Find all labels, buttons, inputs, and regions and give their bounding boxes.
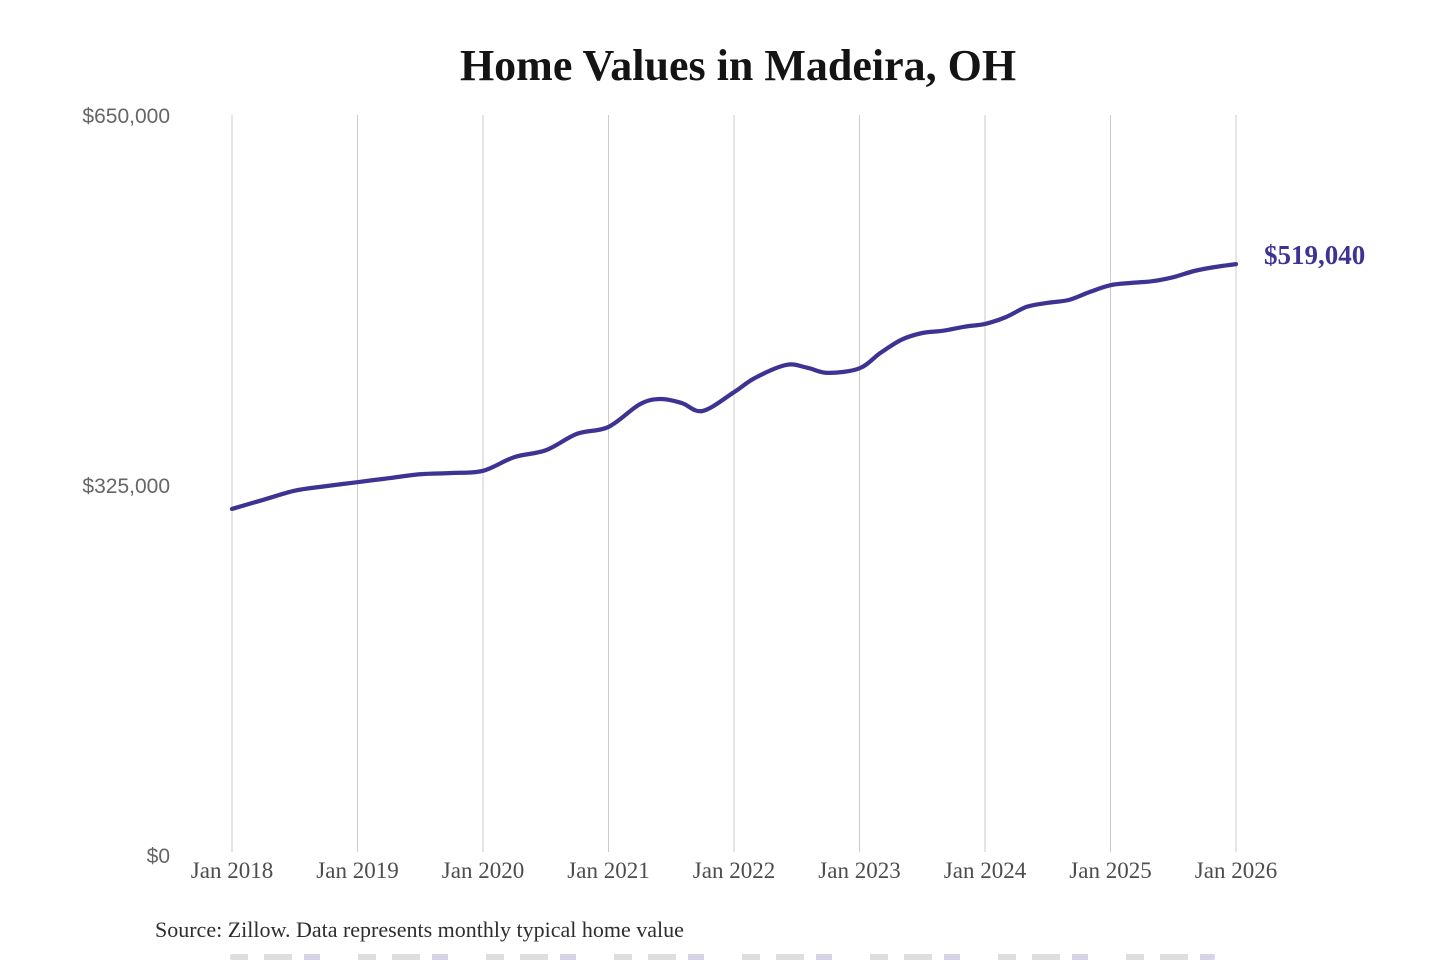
home-value-line <box>229 261 1239 512</box>
y-tick-label: $0 <box>147 845 170 868</box>
y-tick-label: $650,000 <box>82 105 170 128</box>
x-tick-label: Jan 2025 <box>1069 858 1151 883</box>
y-tick-label: $325,000 <box>82 475 170 498</box>
cropped-bottom-text-remnant <box>230 954 1215 960</box>
x-tick-label: Jan 2022 <box>693 858 775 883</box>
x-tick-label: Jan 2021 <box>567 858 649 883</box>
source-note: Source: Zillow. Data represents monthly … <box>155 917 684 942</box>
x-tick-label: Jan 2024 <box>944 858 1027 883</box>
x-tick-label: Jan 2023 <box>818 858 900 883</box>
latest-value-label: $519,040 <box>1264 240 1366 270</box>
x-tick-label: Jan 2020 <box>442 858 524 883</box>
x-tick-label: Jan 2018 <box>191 858 273 883</box>
x-tick-label: Jan 2026 <box>1195 858 1277 883</box>
chart-title: Home Values in Madeira, OH <box>459 41 1017 90</box>
x-tick-label: Jan 2019 <box>316 858 398 883</box>
